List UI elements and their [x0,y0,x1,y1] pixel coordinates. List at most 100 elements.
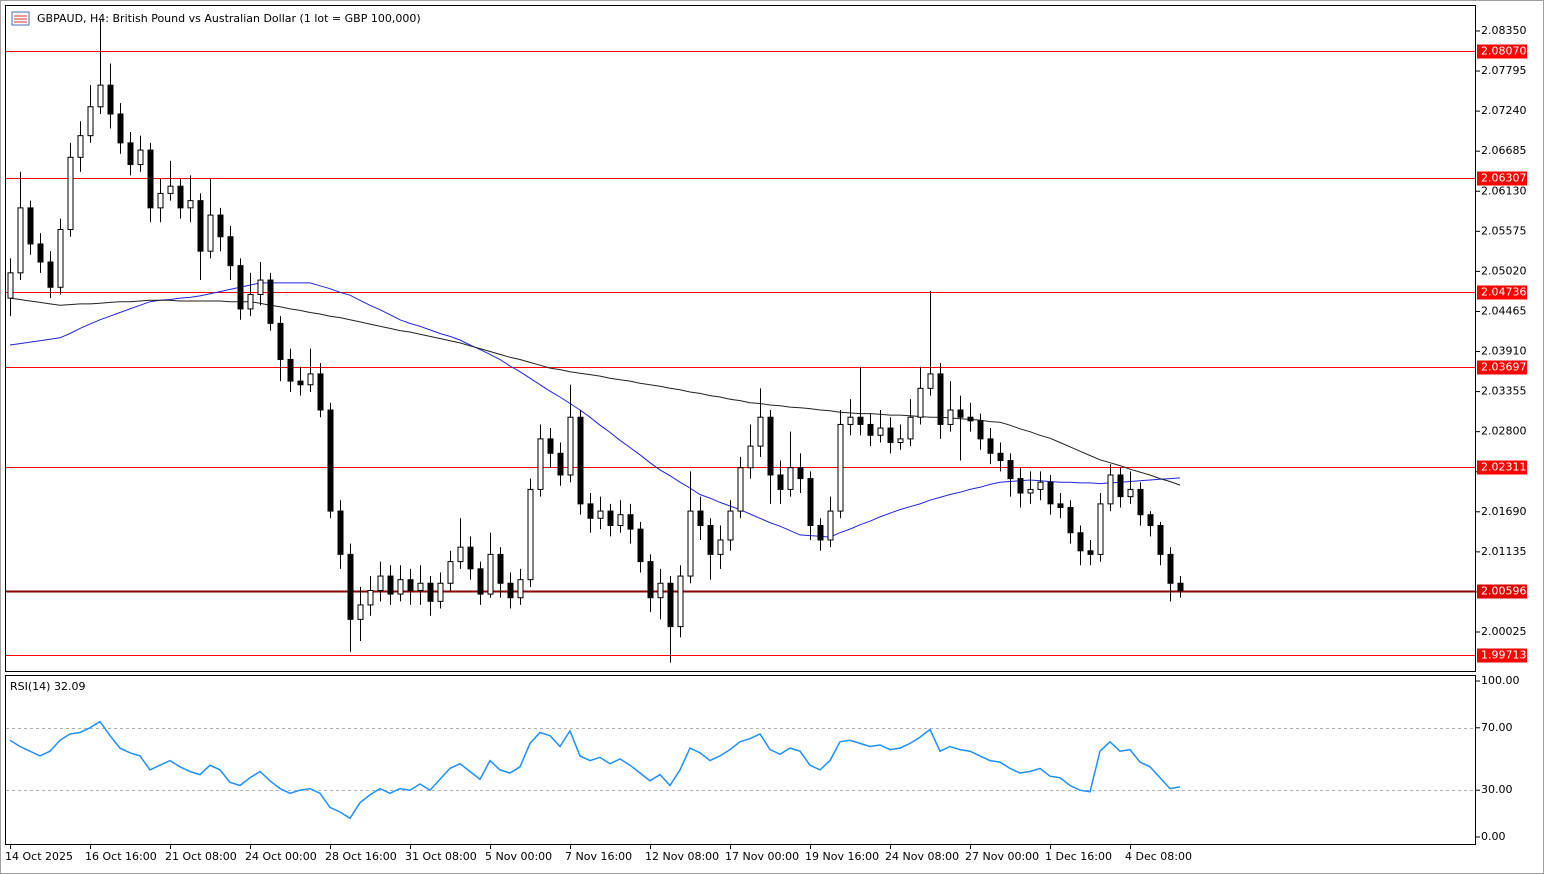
x-tick-label: 28 Oct 16:00 [325,850,397,863]
rsi-y-tick-label: 30.00 [1481,783,1513,796]
candle-body [47,261,54,288]
price-tag-label: 2.06307 [1481,172,1527,185]
y-tick-label: 2.00025 [1481,625,1527,638]
x-tick-label: 17 Nov 00:00 [725,850,799,863]
price-tag [1477,171,1527,186]
candle-body [967,416,974,422]
candle-body [877,427,884,436]
candle-body [917,387,924,418]
candle-body [827,510,834,541]
candle-body [557,452,564,476]
x-tick-label: 7 Nov 16:00 [565,850,632,863]
y-tick-label: 2.03910 [1481,345,1527,358]
candle-body [1117,474,1124,498]
candle-body [927,373,934,389]
price-tag [1477,44,1527,59]
candle-body [377,575,384,591]
candle-body [597,510,604,519]
candle-body [267,279,274,324]
candle-body [497,553,504,584]
candle-body [117,113,124,144]
candle-body [947,409,954,425]
x-tick-label: 24 Oct 00:00 [245,850,317,863]
candle-body [67,156,74,231]
candle-body [507,582,514,599]
x-tick-label: 4 Dec 08:00 [1125,850,1192,863]
candle-body [1097,503,1104,555]
candle-body [177,185,184,209]
candle-body [1007,460,1014,480]
rsi-y-tick-label: 70.00 [1481,721,1513,734]
candle-body [977,420,984,440]
candle-body [207,214,214,252]
candle-body [127,142,134,166]
price-tag [1477,460,1527,475]
y-tick-label: 2.04465 [1481,304,1527,317]
rsi-title: RSI(14) 32.09 [10,680,85,693]
rsi-line [9,720,1181,820]
candle-body [577,416,584,505]
candle-body [627,514,634,530]
x-tick-label: 1 Dec 16:00 [1045,850,1112,863]
x-tick-label: 19 Nov 16:00 [805,850,879,863]
price-tag [1477,584,1527,599]
candle-body [147,149,154,209]
candle-body [347,553,354,620]
candle-body [217,214,224,238]
candle-body [427,582,434,602]
candle-body [1027,488,1034,494]
x-tick-label: 12 Nov 08:00 [645,850,719,863]
x-tick-label: 16 Oct 16:00 [85,850,157,863]
candle-body [57,229,64,288]
candle-body [817,525,824,541]
y-tick-label: 2.06130 [1481,184,1527,197]
candle-body [1147,514,1154,527]
candle-body [187,200,194,209]
candle-body [527,488,534,581]
candle-body [407,579,414,591]
candle-body [897,438,904,443]
candle-body [327,409,334,512]
y-tick-label: 2.05020 [1481,264,1527,277]
y-tick-label: 2.07795 [1481,64,1527,77]
candle-body [1137,488,1144,516]
candle-body [357,604,364,620]
candle-body [687,510,694,577]
price-tag-label: 2.00596 [1481,585,1527,598]
candle-body [787,467,794,490]
candle-body [677,575,684,628]
candle-body [447,561,454,584]
y-tick-label: 2.02800 [1481,425,1527,438]
candle-body [987,438,994,454]
candle-body [517,579,524,599]
candle-body [107,84,114,115]
x-tick-label: 14 Oct 2025 [5,850,73,863]
price-tag [1477,648,1527,663]
candle-body [297,380,304,386]
candle-body [997,452,1004,462]
y-tick-label: 2.01690 [1481,505,1527,518]
candle-body [907,416,914,440]
candle-body [537,438,544,490]
candle-body [1037,481,1044,490]
candle-body [397,579,404,595]
candle-body [707,525,714,555]
candle-body [247,293,254,310]
candle-body [847,416,854,425]
candle-body [1087,550,1094,555]
candle-body [437,582,444,602]
candle-body [1077,532,1084,552]
x-tick-label: 27 Nov 00:00 [965,850,1039,863]
candle-body [1177,582,1184,591]
candle-body [607,510,614,527]
x-tick-label: 5 Nov 00:00 [485,850,552,863]
candle-body [1157,525,1164,555]
candle-body [667,582,674,628]
price-tag-label: 2.02311 [1481,461,1527,474]
price-tag [1477,285,1527,300]
price-tag-label: 2.08070 [1481,45,1527,58]
candle-body [647,561,654,599]
candle-body [1107,474,1114,505]
candle-body [1057,503,1064,508]
candle-body [717,539,724,555]
